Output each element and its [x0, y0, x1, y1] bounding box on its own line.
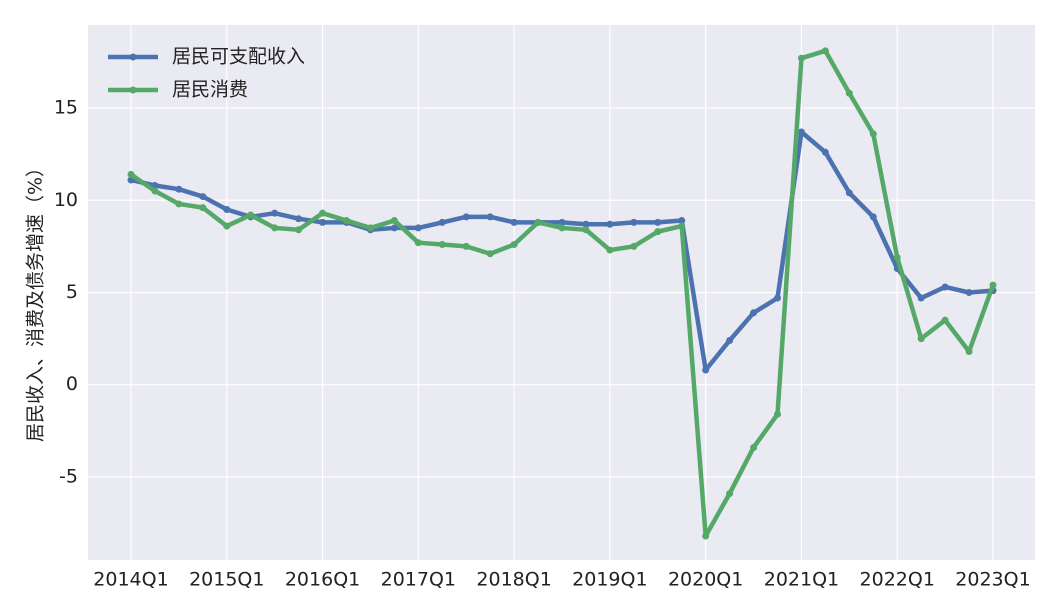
point	[175, 200, 183, 208]
x-tick-label: 2019Q1	[572, 569, 647, 591]
point	[582, 226, 590, 234]
point	[319, 209, 327, 217]
point	[750, 443, 758, 451]
point	[678, 222, 686, 230]
point	[654, 218, 662, 226]
point	[486, 213, 494, 221]
point	[175, 185, 183, 193]
point	[941, 283, 949, 291]
point	[582, 220, 590, 228]
point	[941, 316, 949, 324]
point	[750, 309, 758, 317]
x-tick-label: 2014Q1	[93, 569, 168, 591]
x-tick-label: 2017Q1	[381, 569, 456, 591]
y-tick-label: 5	[66, 281, 78, 303]
point	[438, 241, 446, 249]
point	[319, 218, 327, 226]
point	[774, 410, 781, 418]
point	[893, 253, 901, 261]
point	[151, 187, 159, 195]
point	[989, 281, 997, 289]
x-tick-label: 2016Q1	[285, 569, 360, 591]
point	[726, 336, 734, 344]
legend-marker	[129, 53, 137, 61]
x-tick-label: 2023Q1	[955, 569, 1030, 591]
point	[702, 366, 710, 374]
x-tick-label: 2022Q1	[860, 569, 935, 591]
point	[390, 224, 398, 232]
legend-label: 居民可支配收入	[172, 46, 305, 68]
point	[965, 289, 973, 296]
point	[295, 226, 303, 234]
point	[726, 490, 734, 498]
point	[414, 239, 422, 247]
point	[774, 294, 781, 302]
point	[606, 220, 614, 228]
y-axis-label: 居民收入、消费及债务增速（%）	[25, 158, 47, 442]
point	[821, 148, 829, 156]
point	[702, 532, 710, 540]
point	[534, 218, 542, 226]
y-tick-label: 15	[54, 97, 78, 119]
x-tick-label: 2018Q1	[476, 569, 551, 591]
point	[414, 224, 422, 232]
point	[558, 224, 566, 232]
point	[510, 241, 518, 249]
point	[462, 213, 470, 221]
point	[917, 335, 925, 343]
legend-marker	[129, 86, 137, 94]
point	[390, 217, 398, 225]
point	[845, 89, 853, 97]
point	[223, 222, 231, 230]
y-tick-label: 10	[54, 189, 78, 211]
y-tick-label: -5	[59, 465, 78, 487]
point	[223, 205, 231, 213]
x-tick-label: 2015Q1	[189, 569, 264, 591]
y-tick-label: 0	[66, 373, 78, 395]
x-tick-label: 2020Q1	[668, 569, 743, 591]
point	[845, 189, 853, 197]
point	[558, 218, 566, 226]
point	[199, 193, 207, 201]
point	[606, 246, 614, 254]
point	[271, 209, 279, 217]
point	[797, 128, 805, 136]
point	[678, 217, 686, 225]
point	[366, 224, 374, 232]
point	[630, 242, 638, 250]
point	[271, 224, 279, 232]
point	[869, 213, 877, 221]
point	[199, 204, 207, 212]
x-tick-label: 2021Q1	[764, 569, 839, 591]
point	[462, 242, 470, 250]
point	[797, 54, 805, 62]
point	[917, 294, 925, 302]
point	[247, 211, 255, 219]
point	[654, 228, 662, 236]
point	[510, 218, 518, 226]
point	[486, 250, 494, 258]
point	[821, 47, 829, 55]
point	[869, 130, 877, 138]
point	[965, 348, 973, 356]
point	[295, 215, 303, 223]
point	[630, 218, 638, 226]
point	[127, 170, 135, 178]
point	[438, 218, 446, 226]
legend-label: 居民消费	[172, 79, 248, 101]
point	[343, 217, 350, 225]
